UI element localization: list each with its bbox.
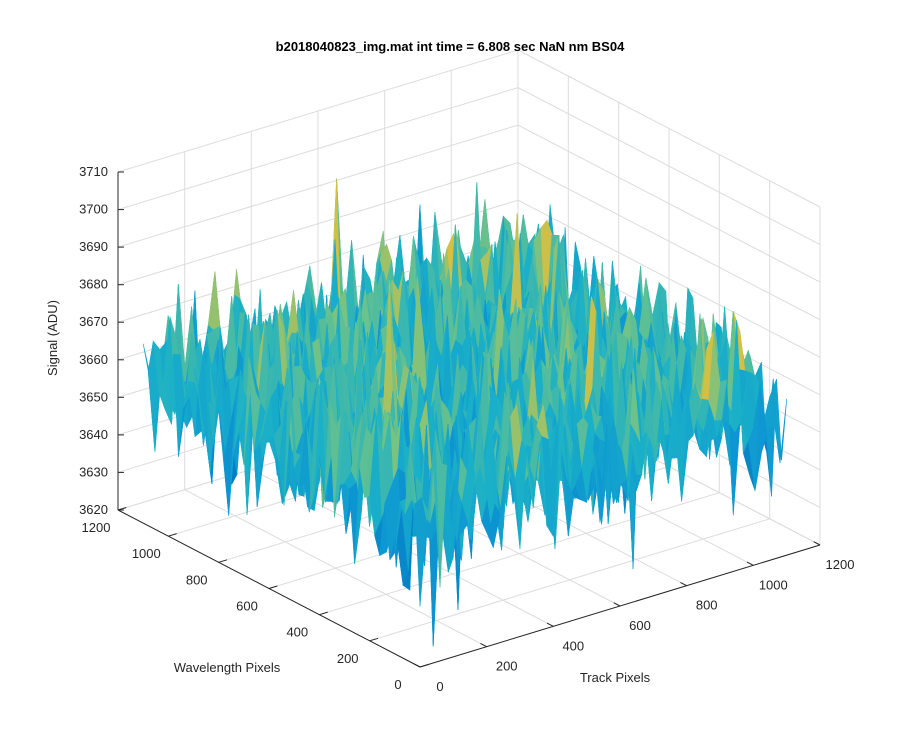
tick-labels: 0 200 400 600 800 1000 1200 0 200 400 600 800 1000 12…	[79, 164, 854, 694]
side-gridline-z	[517, 87, 821, 246]
z-tick-label: 3710	[79, 164, 108, 179]
x-tick-mark	[680, 581, 687, 587]
y-tick-label: 800	[186, 572, 208, 587]
y-tick-label: 1000	[132, 546, 161, 561]
x-tick-mark	[546, 622, 554, 627]
chart-title: b2018040823_img.mat int time = 6.808 sec…	[276, 39, 625, 54]
back-gridline-z	[117, 49, 519, 173]
side-gridline-z	[517, 124, 821, 283]
x-tick-label: 400	[562, 638, 584, 653]
z-axis-label: Signal (ADU)	[45, 300, 60, 376]
y-axis-label: Wavelength Pixels	[174, 660, 281, 675]
side-gridline-z	[517, 199, 821, 358]
y-tick-mark	[168, 533, 177, 537]
y-tick-label: 1200	[82, 520, 111, 535]
side-gridline-z	[517, 162, 821, 321]
back-gridline-z	[117, 124, 519, 248]
x-axis-label: Track Pixels	[580, 670, 651, 685]
back-gridline-z	[117, 87, 519, 211]
side-gridline-z	[517, 49, 821, 208]
y-tick-mark	[369, 637, 379, 642]
y-tick-label: 600	[236, 599, 258, 614]
floor-gridline-y	[369, 518, 770, 642]
y-tick-mark	[268, 585, 278, 589]
x-tick-mark	[613, 602, 621, 607]
x-tick-mark	[746, 561, 754, 566]
x-tick-label: 1200	[826, 557, 855, 572]
z-tick-label: 3620	[79, 502, 108, 517]
surface-patch	[414, 497, 428, 607]
x-tick-label: 800	[696, 598, 718, 613]
y-tick-mark	[419, 664, 429, 668]
floor-gridline-y	[319, 492, 720, 616]
x-tick-label: 0	[436, 679, 443, 694]
x-tick-mark	[413, 663, 421, 668]
z-tick-label: 3680	[79, 277, 108, 292]
y-tick-mark	[218, 559, 228, 563]
z-tick-label: 3670	[79, 314, 108, 329]
back-gridline-z	[117, 162, 519, 286]
z-tick-label: 3700	[79, 202, 108, 217]
axes-lines	[117, 171, 821, 668]
y-tick-label: 0	[394, 677, 401, 692]
x-tick-mark	[813, 541, 821, 546]
z-tick-label: 3690	[79, 239, 108, 254]
x-tick-label: 600	[629, 618, 651, 633]
back-gridline-z	[117, 199, 519, 323]
x-tick-label: 1000	[759, 577, 788, 592]
z-tick-label: 3640	[79, 427, 108, 442]
y-tick-mark	[319, 611, 328, 616]
signal-surface	[142, 178, 787, 647]
side-gridline-z	[517, 237, 821, 396]
z-tick-label: 3630	[79, 464, 108, 479]
y-tick-label: 400	[286, 625, 308, 640]
y-tick-label: 200	[337, 651, 359, 666]
z-tick-label: 3660	[79, 352, 108, 367]
x-tick-mark	[480, 642, 487, 648]
z-tick-label: 3650	[79, 389, 108, 404]
x-tick-label: 200	[496, 659, 518, 674]
